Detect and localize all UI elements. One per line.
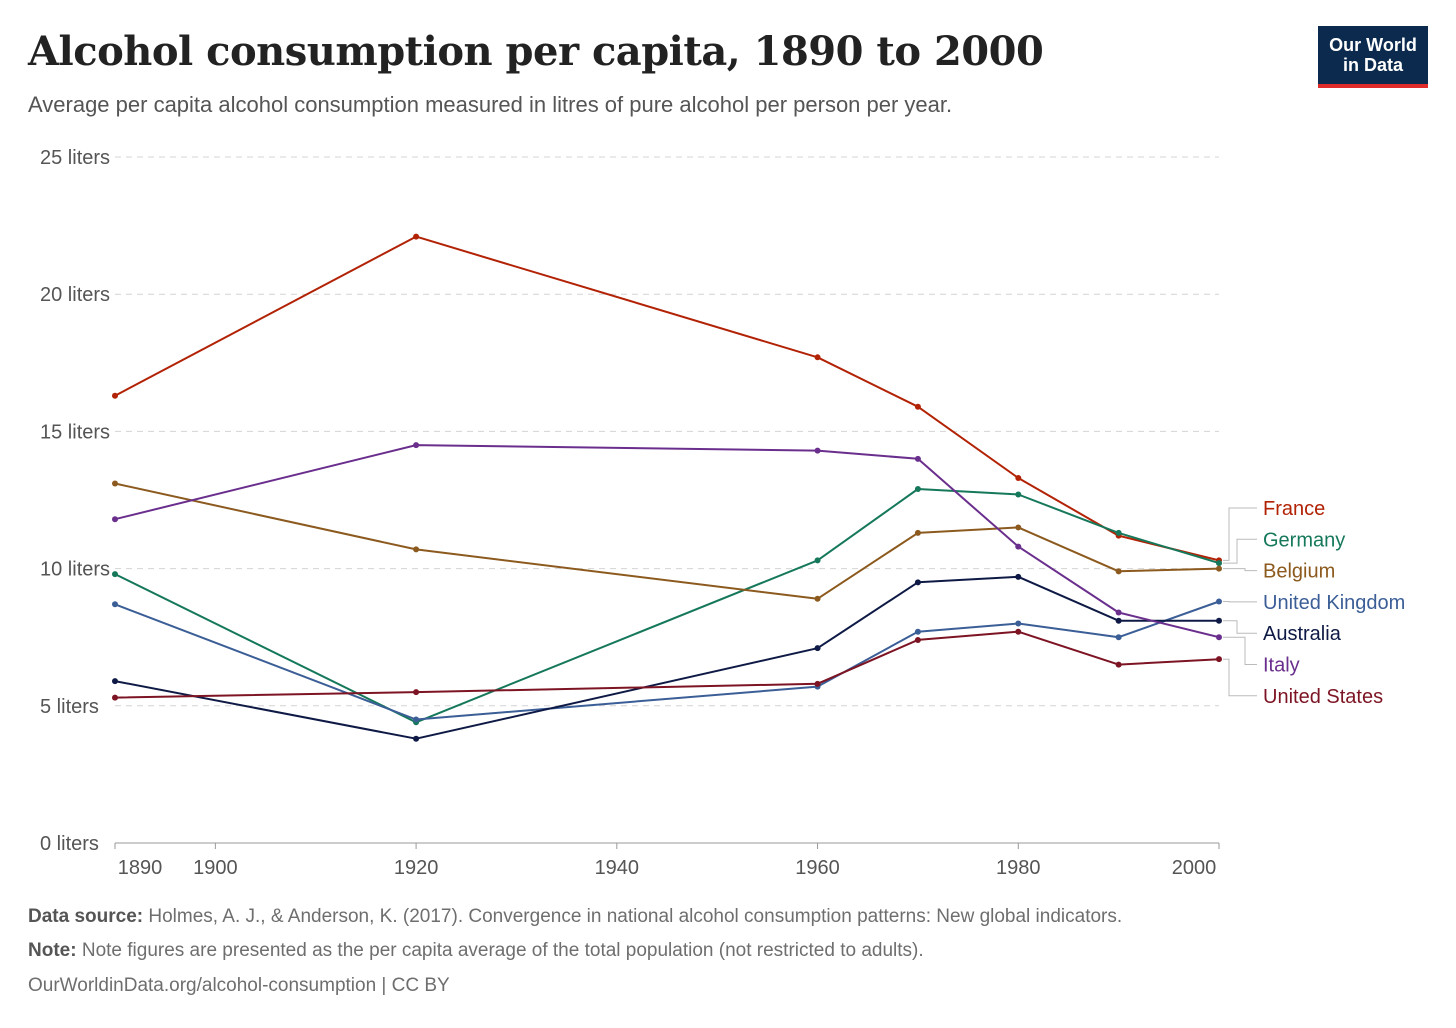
legend-connector [1223, 568, 1257, 572]
data-point-united-states[interactable] [413, 689, 420, 696]
y-tick-label: 0 liters [40, 833, 99, 855]
data-point-italy[interactable] [814, 447, 821, 454]
data-point-italy[interactable] [1216, 634, 1222, 641]
data-point-belgium[interactable] [1015, 524, 1022, 531]
x-tick-label: 1890 [118, 857, 163, 879]
data-point-united-states[interactable] [112, 694, 118, 701]
legend-connector [1223, 636, 1257, 665]
data-point-australia[interactable] [413, 735, 420, 742]
data-source-label: Data source: [28, 906, 144, 927]
data-point-belgium[interactable] [1216, 565, 1222, 572]
legend-label-germany[interactable]: Germany [1263, 529, 1345, 551]
legend-label-france[interactable]: France [1263, 498, 1325, 520]
chart-title: Alcohol consumption per capita, 1890 to … [28, 28, 1044, 75]
data-point-belgium[interactable] [112, 480, 118, 487]
legend: France Germany Belgium United Kingdom Austra… [1223, 498, 1405, 708]
chart-subtitle: Average per capita alcohol consumption m… [28, 92, 953, 117]
note-label: Note: [28, 940, 77, 961]
data-point-france[interactable] [112, 392, 118, 399]
data-point-australia[interactable] [914, 579, 921, 586]
data-point-united-kingdom[interactable] [112, 601, 118, 608]
data-point-united-kingdom[interactable] [413, 716, 420, 723]
data-point-italy[interactable] [914, 455, 921, 462]
owid-logo[interactable]: Our World in Data [1318, 26, 1428, 88]
data-point-united-states[interactable] [1115, 661, 1122, 668]
data-point-australia[interactable] [1216, 617, 1222, 624]
x-tick-label: 1900 [193, 857, 238, 879]
data-point-germany[interactable] [1216, 560, 1222, 567]
data-point-france[interactable] [1015, 475, 1022, 482]
data-point-united-states[interactable] [814, 680, 821, 687]
data-point-germany[interactable] [1015, 491, 1022, 498]
logo-line-2: in Data [1342, 55, 1403, 75]
x-tick-label: 1920 [394, 857, 439, 879]
data-point-germany[interactable] [914, 486, 921, 493]
y-tick-label: 10 liters [40, 559, 110, 581]
legend-connector [1223, 658, 1257, 697]
data-point-france[interactable] [413, 233, 420, 240]
series-lines [112, 233, 1222, 742]
data-point-belgium[interactable] [914, 529, 921, 536]
data-source: Data source: Holmes, A. J., & Anderson, … [28, 906, 1122, 928]
x-axis: 1890 1900 1920 1940 1960 1980 2000 [114, 842, 1220, 879]
legend-label-australia[interactable]: Australia [1263, 623, 1342, 645]
logo-line-1: Our World [1329, 35, 1417, 55]
grid-layer: 0 liters 5 liters 10 liters 15 liters 20 lit… [40, 147, 1219, 855]
note: Note: Note figures are presented as the … [28, 940, 924, 962]
series-line-france[interactable] [114, 235, 1220, 562]
data-point-france[interactable] [814, 354, 821, 361]
data-point-italy[interactable] [1015, 543, 1022, 550]
legend-label-united-states[interactable]: United States [1263, 686, 1383, 708]
data-point-united-states[interactable] [1015, 628, 1022, 635]
x-tick-label: 2000 [1172, 857, 1217, 879]
legend-label-italy[interactable]: Italy [1263, 655, 1300, 677]
logo-accent-bar [1318, 84, 1428, 88]
data-point-united-kingdom[interactable] [914, 628, 921, 635]
series-line-italy[interactable] [114, 444, 1220, 639]
data-point-australia[interactable] [814, 645, 821, 652]
data-point-australia[interactable] [112, 678, 118, 685]
legend-label-belgium[interactable]: Belgium [1263, 561, 1335, 583]
legend-connector [1223, 507, 1257, 561]
x-tick-label: 1980 [996, 857, 1041, 879]
data-point-italy[interactable] [413, 442, 420, 449]
series-line-belgium[interactable] [114, 482, 1220, 600]
series-line-united-kingdom[interactable] [114, 600, 1220, 721]
source-url[interactable]: OurWorldinData.org/alcohol-consumption |… [28, 975, 450, 996]
data-point-belgium[interactable] [413, 546, 420, 553]
data-point-germany[interactable] [1115, 529, 1122, 536]
y-tick-label: 15 liters [40, 421, 110, 443]
data-point-germany[interactable] [112, 571, 118, 578]
data-point-united-kingdom[interactable] [1015, 620, 1022, 627]
y-tick-label: 20 liters [40, 284, 110, 306]
legend-connector [1223, 538, 1257, 564]
y-tick-label: 25 liters [40, 147, 110, 169]
data-point-france[interactable] [914, 403, 921, 410]
data-source-text: Holmes, A. J., & Anderson, K. (2017). Co… [143, 906, 1123, 927]
data-point-germany[interactable] [814, 557, 821, 564]
data-point-australia[interactable] [1115, 617, 1122, 624]
data-point-united-states[interactable] [1216, 656, 1222, 663]
data-point-united-kingdom[interactable] [1216, 598, 1222, 605]
series-line-australia[interactable] [114, 575, 1219, 740]
series-line-united-states[interactable] [114, 630, 1220, 699]
data-point-italy[interactable] [1115, 609, 1122, 616]
data-point-united-kingdom[interactable] [1115, 634, 1122, 641]
legend-label-united-kingdom[interactable]: United Kingdom [1263, 592, 1405, 614]
data-point-belgium[interactable] [814, 595, 821, 602]
legend-connector [1223, 620, 1257, 634]
x-tick-label: 1960 [795, 857, 840, 879]
data-point-italy[interactable] [112, 516, 118, 523]
note-text: Note figures are presented as the per ca… [76, 940, 924, 961]
data-point-united-states[interactable] [914, 636, 921, 643]
data-point-australia[interactable] [1015, 573, 1022, 580]
data-point-belgium[interactable] [1115, 568, 1122, 575]
x-tick-label: 1940 [595, 857, 640, 879]
y-tick-label: 5 liters [40, 696, 99, 718]
